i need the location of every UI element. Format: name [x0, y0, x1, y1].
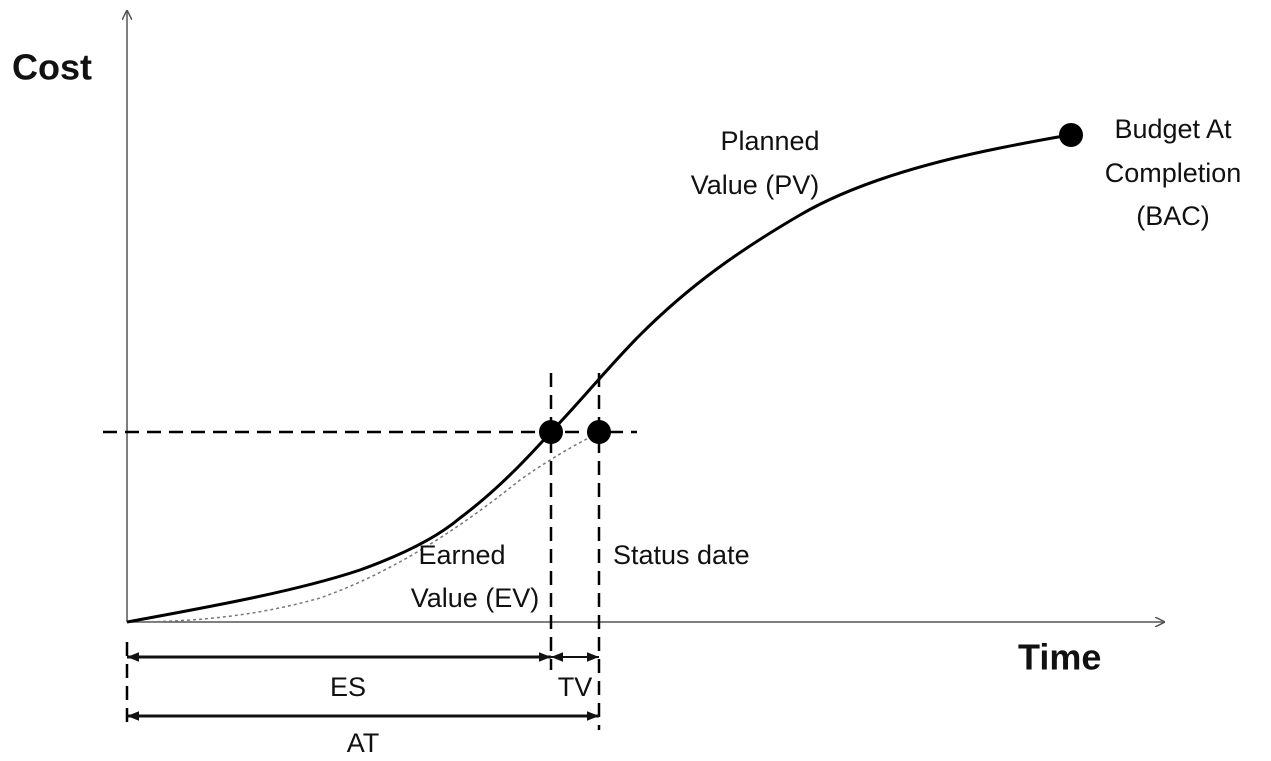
- bac-label: Budget At: [1114, 114, 1232, 144]
- bac-label: Completion: [1105, 158, 1242, 188]
- es-point: [539, 420, 563, 444]
- bac-label: (BAC): [1136, 201, 1210, 231]
- bac-point: [1059, 123, 1083, 147]
- pv-label: Planned: [720, 126, 819, 156]
- tv-label: TV: [558, 672, 593, 702]
- y-axis-label: Cost: [12, 47, 92, 88]
- ev-point: [587, 420, 611, 444]
- status-date-label: Status date: [613, 540, 750, 570]
- planned-value-curve: [126, 133, 1072, 624]
- ev-label: Earned: [418, 540, 505, 570]
- earned-value-curve: [126, 431, 601, 623]
- es-label: ES: [330, 672, 366, 702]
- pv-label: Value (PV): [691, 170, 820, 200]
- ev-label: Value (EV): [411, 583, 540, 613]
- at-label: AT: [347, 728, 380, 758]
- x-axis-label: Time: [1018, 637, 1101, 678]
